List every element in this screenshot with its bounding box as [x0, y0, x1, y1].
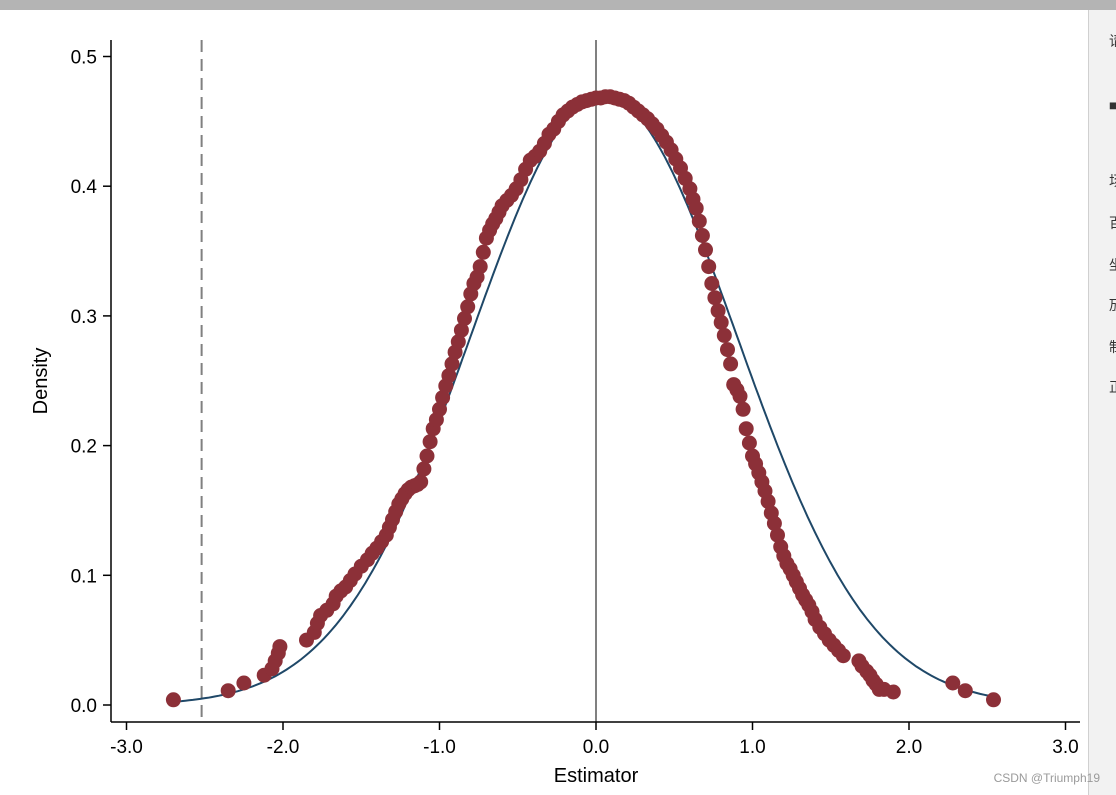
data-point	[738, 421, 754, 437]
data-point	[475, 244, 491, 260]
data-point	[986, 692, 1001, 708]
x-ticks: -3.0 -2.0 -1.0 0.0 1.0 2.0 3.0	[110, 722, 1079, 758]
data-point	[710, 303, 726, 319]
y-tick-label: 0.1	[71, 566, 97, 587]
data-point	[704, 276, 720, 291]
data-point	[760, 493, 776, 509]
data-point	[165, 692, 181, 708]
data-point	[691, 213, 707, 229]
data-point	[723, 356, 739, 372]
data-point	[416, 461, 432, 477]
data-point	[885, 684, 901, 700]
data-point	[450, 334, 466, 350]
kernel-density-chart: -3.0 -2.0 -1.0 0.0 1.0 2.0 3.0 0.0 0.1 0.2 0.3 0.4…	[30, 40, 1080, 787]
x-tick-label: 3.0	[1052, 737, 1078, 758]
data-point	[444, 356, 460, 372]
data-point	[698, 242, 713, 258]
reference-lines	[200, 40, 597, 722]
y-axis-title: Density	[30, 348, 52, 415]
data-point	[453, 322, 469, 338]
y-tick-label: 0.4	[71, 177, 98, 198]
data-point	[419, 448, 435, 464]
x-tick-label: -3.0	[110, 737, 143, 758]
window-top-bar	[0, 0, 1116, 10]
data-point	[741, 435, 757, 451]
data-point	[701, 259, 717, 275]
y-tick-label: 0.0	[71, 696, 97, 717]
adjacent-window-glyph: 劢	[1109, 298, 1116, 312]
adjacent-window-glyph: ■	[1109, 98, 1116, 112]
data-point	[713, 314, 729, 330]
data-point	[272, 639, 288, 655]
data-point	[770, 527, 785, 543]
data-point	[707, 290, 723, 306]
adjacent-window-glyph: 正	[1109, 380, 1116, 394]
data-point	[432, 401, 447, 417]
data-point	[435, 390, 451, 406]
data-point	[688, 200, 704, 216]
adjacent-window-glyph: 制	[1109, 340, 1116, 354]
data-point	[945, 675, 961, 691]
data-point	[472, 259, 488, 275]
data-point	[716, 327, 732, 343]
x-tick-label: 2.0	[896, 737, 922, 758]
data-point	[422, 434, 438, 450]
normal-density-curve	[170, 95, 996, 703]
data-point	[236, 675, 252, 691]
y-ticks: 0.0 0.1 0.2 0.3 0.4 0.5	[71, 48, 111, 717]
data-point	[720, 342, 735, 358]
data-point	[957, 683, 973, 699]
adjacent-window-glyph: 请	[1109, 34, 1116, 48]
data-point	[460, 299, 476, 315]
x-tick-label: -1.0	[423, 737, 456, 758]
x-axis-title: Estimator	[554, 765, 639, 787]
adjacent-window-glyph: 坐	[1109, 258, 1116, 272]
x-tick-label: 1.0	[739, 737, 765, 758]
watermark: CSDN @Triumph19	[993, 771, 1100, 785]
adjacent-window-glyph: 百	[1109, 216, 1116, 230]
x-tick-label: 0.0	[583, 737, 609, 758]
data-point	[835, 648, 851, 664]
data-point	[220, 683, 236, 699]
data-point	[694, 228, 710, 243]
data-point	[441, 368, 457, 384]
data-point	[457, 311, 472, 326]
y-tick-label: 0.2	[71, 437, 97, 458]
x-tick-label: -2.0	[267, 737, 300, 758]
data-point	[413, 474, 429, 490]
y-tick-label: 0.3	[71, 307, 97, 328]
adjacent-window-edge: 请 ■ 场百坐劢制正	[1088, 10, 1116, 795]
data-point	[732, 388, 748, 404]
adjacent-window-glyph: 场	[1109, 174, 1116, 188]
data-point	[735, 401, 751, 417]
data-point	[766, 515, 782, 531]
y-tick-label: 0.5	[71, 48, 97, 69]
density-points	[165, 89, 1001, 708]
